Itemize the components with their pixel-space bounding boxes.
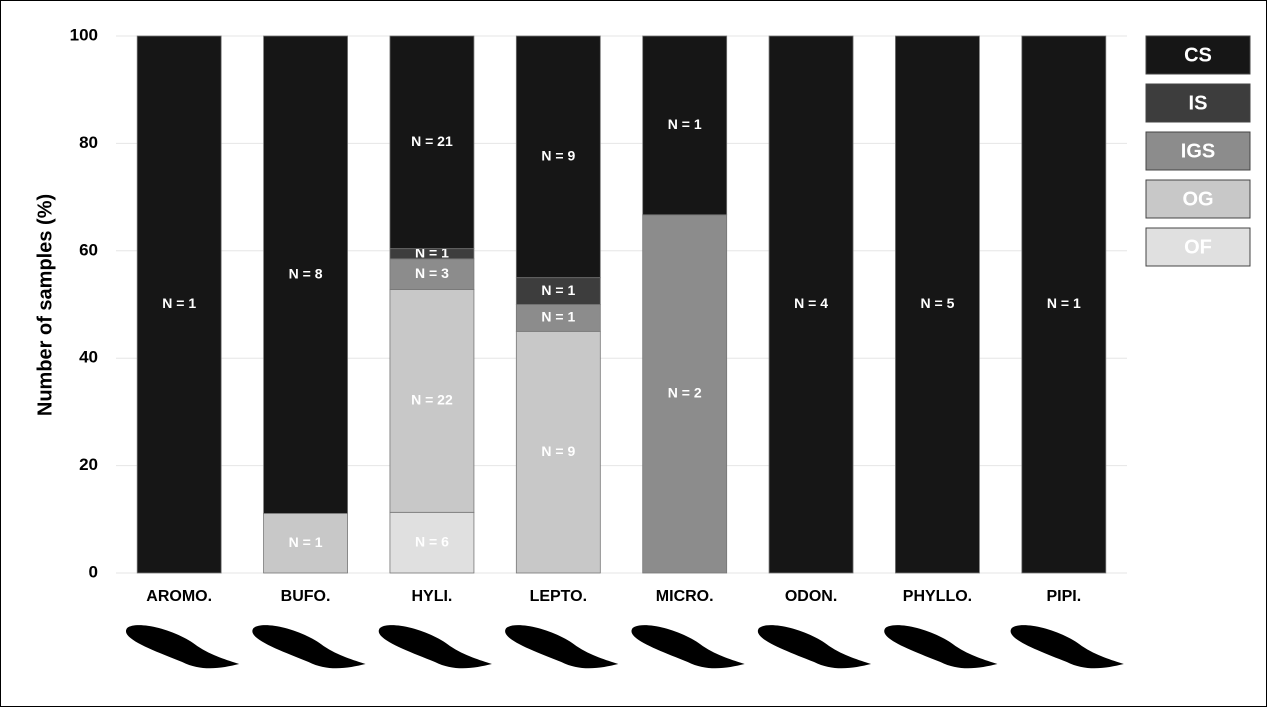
x-tick-label: MICRO. [656, 588, 714, 605]
x-tick-label: LEPTO. [530, 588, 588, 605]
x-tick-label: HYLI. [411, 588, 452, 605]
bar-label: N = 6 [415, 533, 449, 549]
legend-label: IS [1189, 92, 1208, 114]
bar-label: N = 1 [289, 534, 323, 550]
y-tick-label: 40 [79, 348, 98, 367]
legend-label: OG [1182, 188, 1213, 210]
bar-label: N = 4 [794, 295, 828, 311]
legend-label: OF [1184, 236, 1212, 258]
bar-label: N = 1 [541, 309, 575, 325]
bar-label: N = 21 [411, 133, 453, 149]
bar-label: N = 22 [411, 392, 453, 408]
y-tick-label: 20 [79, 455, 98, 474]
bar-label: N = 2 [668, 385, 702, 401]
chart: Number of samples (%) 0 20 40 60 80 100 N = 1 A… [0, 0, 1267, 707]
y-tick-label: 0 [89, 562, 98, 581]
x-tick-label: PIPI. [1046, 588, 1081, 605]
bar-label: N = 5 [921, 295, 955, 311]
bar-label: N = 1 [541, 282, 575, 298]
bar-label: N = 1 [162, 295, 196, 311]
x-tick-label: AROMO. [146, 588, 212, 605]
bar-label: N = 8 [289, 265, 323, 281]
bar-label: N = 3 [415, 265, 449, 281]
legend-label: IGS [1181, 140, 1215, 162]
y-tick-label: 80 [79, 133, 98, 152]
bar-label: N = 1 [1047, 295, 1081, 311]
y-axis-label: Number of samples (%) [34, 194, 56, 416]
bar-label: N = 9 [541, 443, 575, 459]
bar-label: N = 1 [668, 116, 702, 132]
x-tick-label: PHYLLO. [903, 588, 972, 605]
x-tick-label: BUFO. [281, 588, 331, 605]
x-tick-label: ODON. [785, 588, 837, 605]
y-tick-label: 60 [79, 240, 98, 259]
y-tick-label: 100 [70, 25, 98, 44]
legend-label: CS [1184, 44, 1212, 66]
bar-label: N = 9 [541, 148, 575, 164]
